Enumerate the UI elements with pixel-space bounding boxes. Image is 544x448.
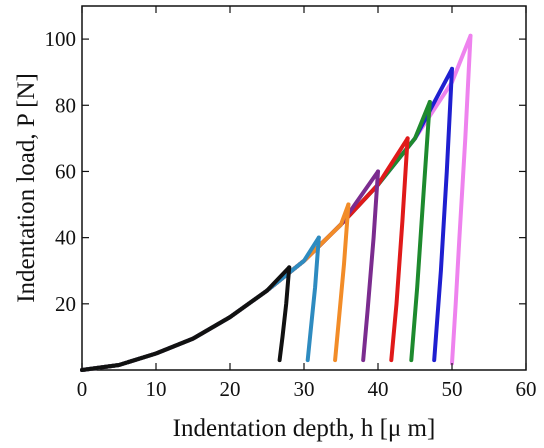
series-7-unloading-curve [305, 235, 321, 363]
series-1-loading-curve [80, 33, 473, 372]
series-5-loading-curve [80, 169, 380, 372]
x-ticks-layer: 0 10 20 30 40 50 60 [77, 6, 537, 401]
y-ticks-layer: 20 40 60 80 100 [45, 27, 526, 316]
series-3-unloading-curve [409, 100, 432, 363]
series-2-unloading-curve [432, 66, 454, 363]
series-8-unloading-curve [277, 265, 292, 363]
series-1 [80, 33, 473, 372]
series-3 [80, 100, 432, 372]
x-tick-label: 10 [146, 377, 167, 401]
series-4-unloading-curve [389, 136, 410, 363]
series-7-loading-curve [80, 235, 321, 372]
series-5 [80, 169, 380, 372]
series-3-loading-curve [80, 100, 432, 372]
series-5-unloading-curve [361, 169, 380, 363]
y-tick-label: 60 [55, 159, 76, 183]
y-tick-label: 20 [55, 292, 76, 316]
x-axis-label: Indentation depth, h [μ m] [173, 415, 436, 442]
x-tick-label: 40 [368, 377, 389, 401]
y-axis-label: Indentation load, P [N] [13, 73, 40, 303]
x-tick-label: 60 [516, 377, 537, 401]
y-tick-label: 40 [55, 226, 76, 250]
series-7 [80, 235, 321, 372]
x-tick-label: 50 [442, 377, 463, 401]
x-tick-label: 20 [220, 377, 241, 401]
curves-layer [80, 33, 473, 372]
series-6-unloading-curve [333, 202, 351, 363]
series-4-loading-curve [80, 136, 410, 372]
y-tick-label: 80 [55, 93, 76, 117]
y-tick-label: 100 [45, 27, 77, 51]
x-tick-label: 30 [294, 377, 315, 401]
series-4 [80, 136, 410, 372]
series-8 [80, 265, 292, 372]
series-8-loading-curve [80, 265, 292, 372]
series-1-unloading-curve [450, 33, 473, 366]
x-tick-label: 0 [77, 377, 88, 401]
